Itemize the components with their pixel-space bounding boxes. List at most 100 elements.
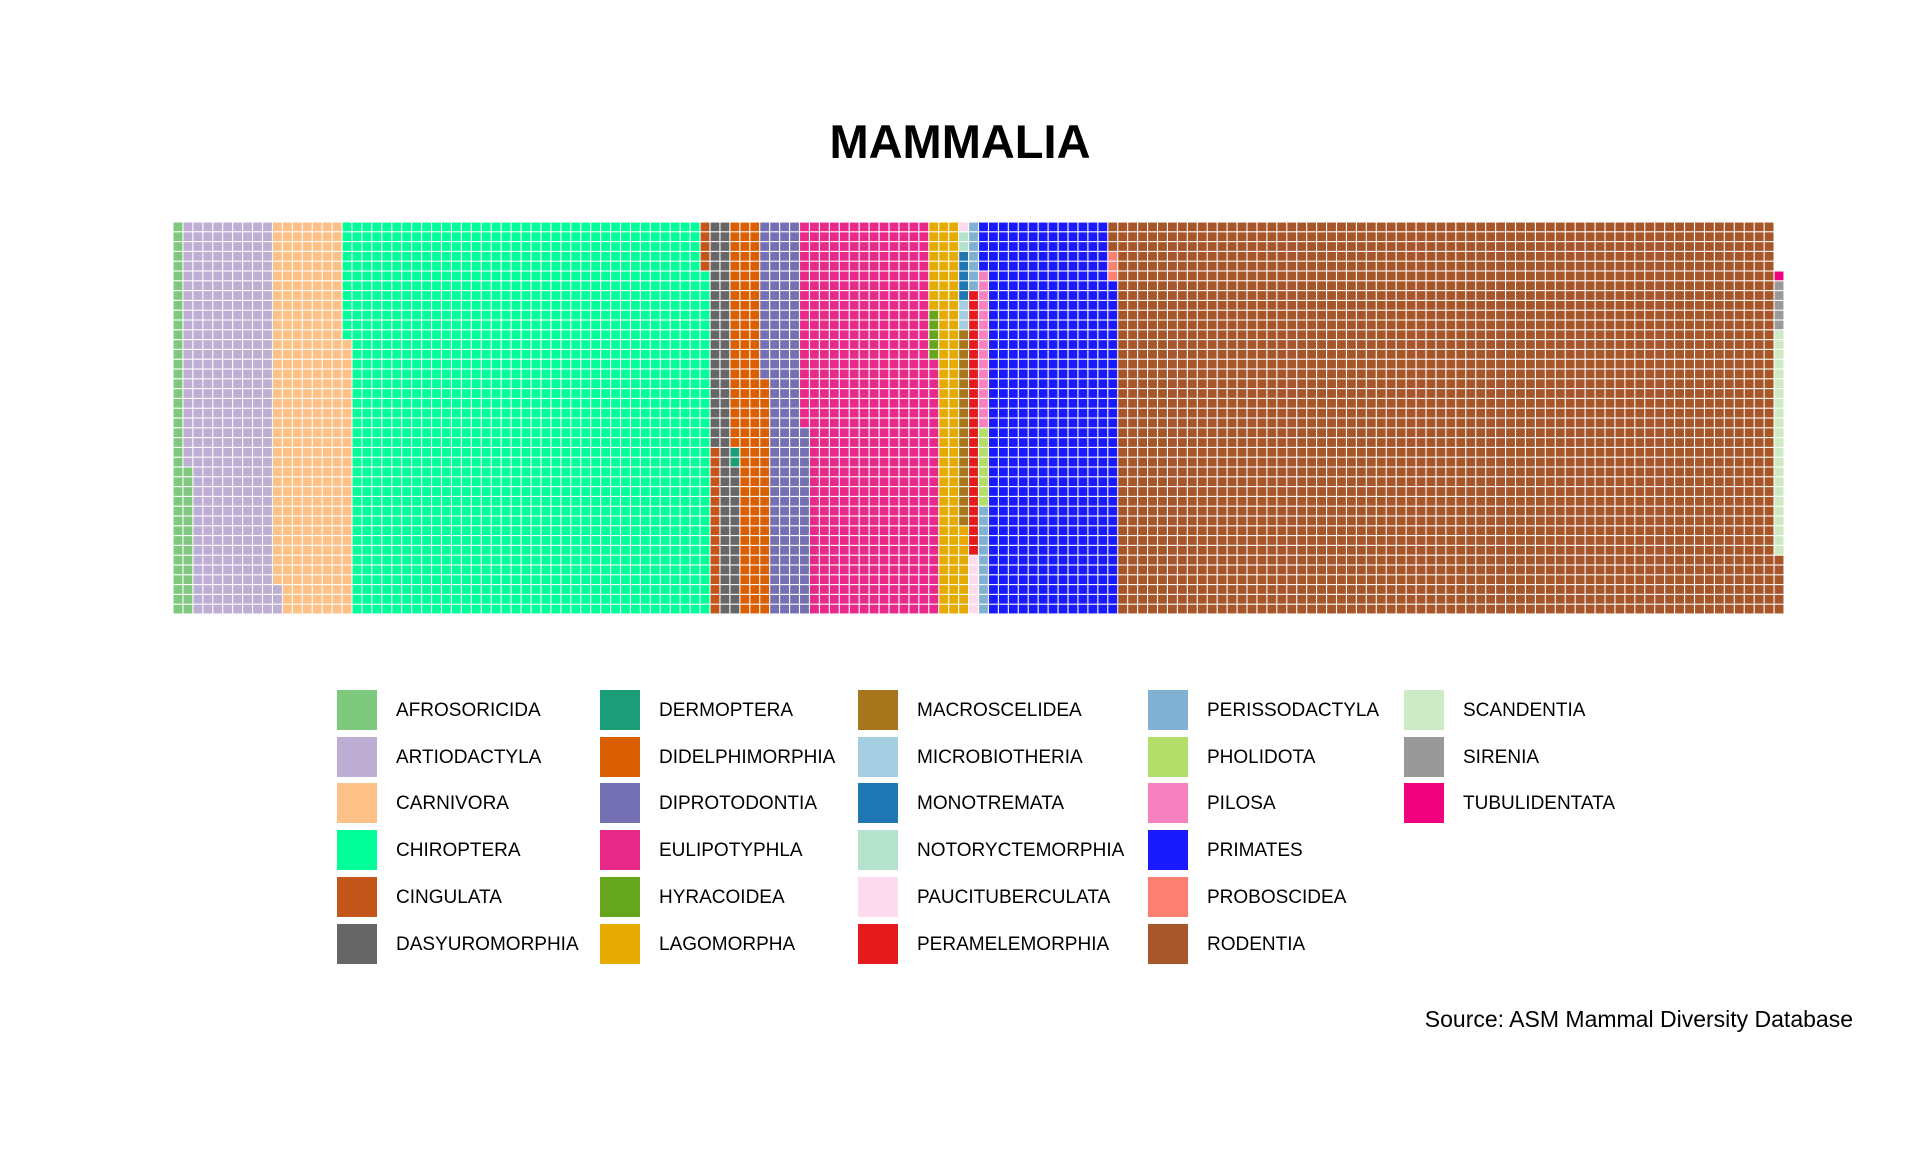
waffle-cell-carnivora	[292, 310, 302, 320]
waffle-cell-chiroptera	[571, 487, 581, 496]
waffle-cell-artiodactyla	[243, 457, 252, 467]
waffle-cell-rodentia	[1207, 447, 1217, 457]
waffle-cell-eulipotyphla	[829, 496, 839, 506]
waffle-cell-diprotodontia	[800, 604, 809, 614]
waffle-cell-rodentia	[1128, 594, 1138, 604]
waffle-cell-primates	[1078, 398, 1088, 408]
waffle-cell-rodentia	[1247, 359, 1257, 369]
waffle-cell-eulipotyphla	[849, 418, 859, 428]
waffle-cell-chiroptera	[362, 398, 372, 408]
waffle-cell-carnivora	[332, 291, 342, 300]
waffle-cell-eulipotyphla	[869, 379, 879, 389]
waffle-cell-artiodactyla	[213, 340, 223, 349]
waffle-cell-chiroptera	[491, 281, 501, 291]
waffle-cell-artiodactyla	[183, 330, 193, 340]
waffle-cell-rodentia	[1386, 251, 1396, 261]
waffle-cell-didelphimorphia	[750, 369, 760, 379]
waffle-cell-rodentia	[1327, 526, 1336, 536]
waffle-cell-primates	[1018, 261, 1028, 271]
waffle-cell-carnivora	[312, 555, 322, 565]
waffle-cell-chiroptera	[432, 565, 441, 575]
waffle-cell-primates	[1108, 300, 1118, 310]
waffle-cell-rodentia	[1376, 506, 1386, 516]
waffle-cell-chiroptera	[581, 271, 591, 281]
waffle-cell-chiroptera	[670, 516, 680, 526]
waffle-cell-chiroptera	[551, 477, 561, 487]
waffle-cell-artiodactyla	[213, 585, 223, 594]
waffle-cell-diprotodontia	[780, 575, 789, 585]
waffle-cell-rodentia	[1337, 271, 1346, 281]
waffle-cell-rodentia	[1267, 565, 1277, 575]
waffle-cell-dasyuromorphia	[710, 232, 720, 242]
waffle-cell-chiroptera	[372, 369, 382, 379]
waffle-cell-rodentia	[1247, 222, 1257, 232]
waffle-cell-primates	[998, 389, 1008, 398]
waffle-cell-chiroptera	[402, 487, 412, 496]
waffle-cell-chiroptera	[680, 438, 690, 447]
waffle-cell-artiodactyla	[253, 545, 262, 555]
waffle-cell-artiodactyla	[243, 467, 252, 477]
waffle-cell-chiroptera	[451, 340, 461, 349]
waffle-cell-rodentia	[1406, 536, 1416, 545]
waffle-cell-eulipotyphla	[899, 389, 909, 398]
waffle-cell-chiroptera	[442, 320, 451, 330]
waffle-cell-artiodactyla	[243, 340, 252, 349]
waffle-cell-eulipotyphla	[800, 310, 809, 320]
waffle-cell-dasyuromorphia	[710, 222, 720, 232]
waffle-cell-rodentia	[1297, 545, 1307, 555]
waffle-cell-chiroptera	[412, 594, 422, 604]
waffle-cell-primates	[979, 242, 988, 251]
waffle-cell-eulipotyphla	[919, 300, 929, 310]
waffle-cell-chiroptera	[601, 477, 610, 487]
waffle-cell-chiroptera	[481, 447, 491, 457]
waffle-cell-artiodactyla	[223, 477, 233, 487]
waffle-cell-eulipotyphla	[809, 457, 819, 467]
waffle-cell-chiroptera	[422, 585, 431, 594]
waffle-cell-rodentia	[1277, 467, 1287, 477]
waffle-cell-rodentia	[1317, 428, 1326, 438]
waffle-cell-chiroptera	[501, 585, 511, 594]
waffle-cell-primates	[1038, 506, 1048, 516]
waffle-cell-macroscelidea	[959, 496, 968, 506]
waffle-cell-rodentia	[1187, 310, 1197, 320]
waffle-cell-chiroptera	[601, 555, 610, 565]
waffle-cell-primates	[1078, 467, 1088, 477]
waffle-cell-rodentia	[1128, 369, 1138, 379]
waffle-cell-chiroptera	[541, 330, 551, 340]
waffle-cell-dasyuromorphia	[730, 575, 740, 585]
waffle-cell-diprotodontia	[780, 379, 789, 389]
waffle-cell-eulipotyphla	[819, 281, 829, 291]
waffle-cell-chiroptera	[670, 565, 680, 575]
waffle-cell-primates	[1038, 320, 1048, 330]
waffle-cell-carnivora	[332, 349, 342, 359]
waffle-cell-paucituberculata	[969, 565, 978, 575]
waffle-cell-rodentia	[1187, 232, 1197, 242]
waffle-cell-chiroptera	[531, 271, 541, 281]
waffle-cell-artiodactyla	[223, 575, 233, 585]
waffle-cell-rodentia	[1247, 271, 1257, 281]
waffle-cell-chiroptera	[561, 555, 571, 565]
waffle-cell-artiodactyla	[223, 232, 233, 242]
waffle-cell-chiroptera	[392, 477, 402, 487]
waffle-cell-rodentia	[1207, 281, 1217, 291]
waffle-cell-primates	[1018, 330, 1028, 340]
waffle-cell-eulipotyphla	[859, 496, 869, 506]
waffle-cell-rodentia	[1346, 536, 1356, 545]
waffle-cell-primates	[1078, 320, 1088, 330]
waffle-cell-chiroptera	[581, 232, 591, 242]
waffle-cell-carnivora	[272, 506, 282, 516]
waffle-cell-chiroptera	[372, 594, 382, 604]
waffle-cell-artiodactyla	[243, 585, 252, 594]
waffle-cell-chiroptera	[402, 251, 412, 261]
waffle-cell-carnivora	[272, 300, 282, 310]
waffle-cell-dasyuromorphia	[720, 242, 730, 251]
waffle-cell-chiroptera	[402, 516, 412, 526]
waffle-cell-diprotodontia	[790, 389, 799, 398]
waffle-cell-rodentia	[1267, 536, 1277, 545]
waffle-cell-chiroptera	[650, 310, 660, 320]
waffle-cell-chiroptera	[382, 340, 392, 349]
waffle-cell-chiroptera	[461, 545, 471, 555]
waffle-cell-didelphimorphia	[750, 408, 760, 418]
waffle-cell-chiroptera	[541, 438, 551, 447]
waffle-cell-carnivora	[332, 604, 342, 614]
